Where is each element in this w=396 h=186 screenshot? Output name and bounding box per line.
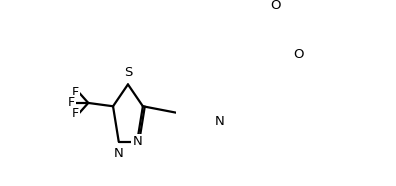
Text: F: F — [72, 86, 78, 99]
Text: S: S — [124, 66, 132, 79]
Text: F: F — [68, 96, 75, 109]
Text: N: N — [215, 115, 225, 128]
Text: O: O — [270, 0, 281, 12]
Text: F: F — [72, 107, 78, 120]
Text: N: N — [114, 147, 124, 160]
Text: O: O — [293, 48, 304, 61]
Text: N: N — [132, 135, 142, 148]
